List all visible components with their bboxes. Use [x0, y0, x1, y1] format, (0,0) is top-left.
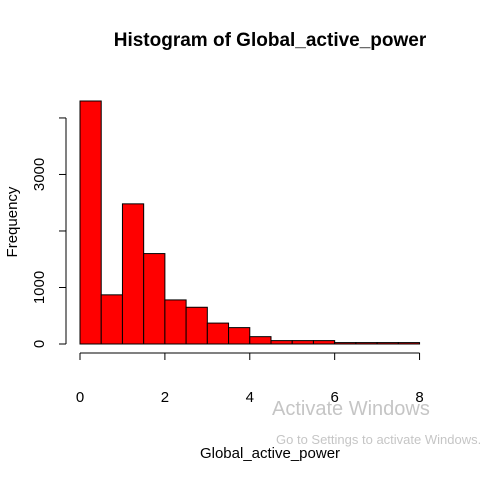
histogram-bar: [121, 203, 145, 345]
histogram-bar: [79, 100, 102, 345]
histogram-bar: [312, 340, 336, 345]
x-tick-label: 8: [415, 389, 423, 406]
y-axis-label: Frequency: [4, 186, 21, 257]
chart-title: Histogram of Global_active_power: [114, 30, 427, 51]
watermark-subtitle: Go to Settings to activate Windows.: [276, 432, 480, 447]
x-axis: 0 2 4 6 8: [76, 352, 424, 406]
y-tick-label: 1000: [31, 271, 48, 304]
x-tick-label: 4: [246, 389, 254, 406]
x-axis-label: Global_active_power: [200, 445, 340, 462]
histogram-bar: [185, 306, 208, 345]
histogram-bar: [355, 342, 378, 345]
watermark-title: Activate Windows: [272, 398, 430, 420]
histogram-bar: [270, 340, 293, 345]
histogram-bar: [206, 322, 230, 345]
histogram-bar: [164, 299, 187, 345]
bars-group: [79, 100, 421, 345]
x-tick-label: 0: [76, 389, 84, 406]
histogram-bar: [100, 294, 123, 345]
histogram-bar: [249, 336, 272, 345]
histogram-bar: [291, 340, 314, 345]
histogram-bar: [334, 342, 357, 345]
histogram-bar: [397, 342, 421, 345]
x-tick-label: 2: [161, 389, 169, 406]
histogram-bar: [228, 327, 251, 345]
histogram-bar: [376, 342, 399, 345]
x-tick-label: 6: [330, 389, 338, 406]
y-tick-label: 3000: [31, 158, 48, 191]
histogram-bar: [143, 253, 166, 345]
y-axis: 0 1000 3000: [31, 117, 67, 348]
y-tick-label: 0: [31, 340, 48, 348]
